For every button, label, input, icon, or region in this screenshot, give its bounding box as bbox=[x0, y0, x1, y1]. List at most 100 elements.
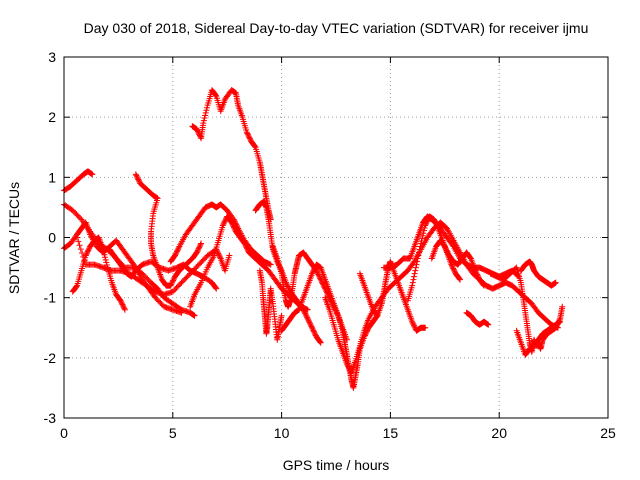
data-point bbox=[212, 92, 219, 99]
data-point bbox=[474, 271, 481, 278]
data-point bbox=[242, 243, 249, 250]
data-point bbox=[101, 251, 108, 258]
data-point bbox=[305, 317, 312, 324]
data-point bbox=[317, 339, 324, 346]
data-point bbox=[305, 318, 312, 325]
series-arc-4 bbox=[69, 234, 128, 313]
data-point bbox=[278, 312, 285, 319]
series-arc-15 bbox=[322, 219, 561, 376]
x-tick-label: 25 bbox=[600, 425, 616, 441]
data-point bbox=[475, 274, 482, 281]
data-point bbox=[229, 220, 236, 227]
data-point bbox=[119, 301, 126, 308]
data-marks bbox=[61, 87, 566, 391]
data-point bbox=[309, 326, 316, 333]
data-point bbox=[226, 252, 233, 259]
data-point bbox=[449, 242, 456, 249]
data-point bbox=[311, 329, 318, 336]
data-point bbox=[311, 265, 318, 272]
data-point bbox=[434, 224, 441, 231]
data-point bbox=[197, 241, 204, 248]
data-point bbox=[409, 279, 416, 286]
data-point bbox=[414, 258, 421, 265]
series-arc-19 bbox=[428, 237, 487, 289]
data-point bbox=[85, 246, 92, 253]
x-tick-label: 0 bbox=[60, 425, 68, 441]
data-point bbox=[312, 331, 319, 338]
data-point bbox=[409, 318, 416, 325]
data-point bbox=[174, 247, 181, 254]
chart-title: Day 030 of 2018, Sidereal Day-to-day VTE… bbox=[84, 20, 589, 36]
data-point bbox=[442, 244, 449, 251]
data-point bbox=[310, 327, 317, 334]
data-point bbox=[450, 266, 457, 273]
data-point bbox=[410, 259, 417, 266]
data-point bbox=[302, 310, 309, 317]
data-point bbox=[302, 311, 309, 318]
data-point bbox=[216, 252, 223, 259]
data-point bbox=[422, 222, 429, 229]
data-point bbox=[194, 248, 201, 255]
data-point bbox=[215, 251, 222, 258]
data-point bbox=[120, 302, 127, 309]
data-point bbox=[444, 249, 451, 256]
data-point bbox=[242, 241, 249, 248]
y-tick-label: 1 bbox=[48, 169, 56, 185]
data-point bbox=[310, 328, 317, 335]
data-point bbox=[304, 315, 311, 322]
data-point bbox=[410, 276, 417, 283]
data-point bbox=[309, 269, 316, 276]
data-point bbox=[434, 222, 441, 229]
data-point bbox=[418, 237, 425, 244]
data-point bbox=[409, 320, 416, 327]
data-point bbox=[422, 221, 429, 228]
series-arc-13 bbox=[256, 267, 285, 343]
data-point bbox=[301, 309, 308, 316]
data-point bbox=[345, 363, 352, 370]
data-point bbox=[317, 338, 324, 345]
data-point bbox=[195, 245, 202, 252]
data-point bbox=[168, 281, 175, 288]
data-point bbox=[229, 222, 236, 229]
y-tick-label: 2 bbox=[48, 109, 56, 125]
data-point bbox=[448, 262, 455, 269]
data-point bbox=[201, 115, 208, 122]
data-point bbox=[309, 324, 316, 331]
data-point bbox=[557, 318, 564, 325]
data-point bbox=[191, 312, 198, 319]
data-point bbox=[480, 281, 487, 288]
data-point bbox=[412, 267, 419, 274]
series-arc-9 bbox=[187, 213, 311, 313]
data-point bbox=[75, 238, 82, 245]
data-point bbox=[411, 270, 418, 277]
data-point bbox=[243, 129, 250, 136]
data-point bbox=[197, 133, 204, 140]
data-point bbox=[246, 134, 253, 141]
data-point bbox=[241, 240, 248, 247]
x-axis-label: GPS time / hours bbox=[283, 457, 390, 473]
data-point bbox=[170, 277, 177, 284]
data-point bbox=[171, 252, 178, 259]
data-point bbox=[415, 252, 422, 259]
data-point bbox=[480, 282, 487, 289]
data-point bbox=[449, 264, 456, 271]
data-point bbox=[430, 216, 437, 223]
data-point bbox=[193, 126, 200, 133]
y-tick-label: -3 bbox=[44, 410, 57, 426]
data-point bbox=[284, 282, 291, 289]
data-point bbox=[121, 306, 128, 313]
series-arc-22 bbox=[513, 318, 564, 358]
data-point bbox=[217, 254, 224, 261]
data-point bbox=[420, 227, 427, 234]
data-point bbox=[83, 251, 90, 258]
data-point bbox=[194, 127, 201, 134]
data-point bbox=[422, 324, 429, 331]
data-point bbox=[267, 261, 274, 268]
series-arc-23 bbox=[517, 258, 559, 289]
data-point bbox=[117, 297, 124, 304]
data-point bbox=[424, 218, 431, 225]
data-point bbox=[213, 285, 220, 292]
data-point bbox=[220, 221, 227, 228]
data-point bbox=[77, 246, 84, 253]
